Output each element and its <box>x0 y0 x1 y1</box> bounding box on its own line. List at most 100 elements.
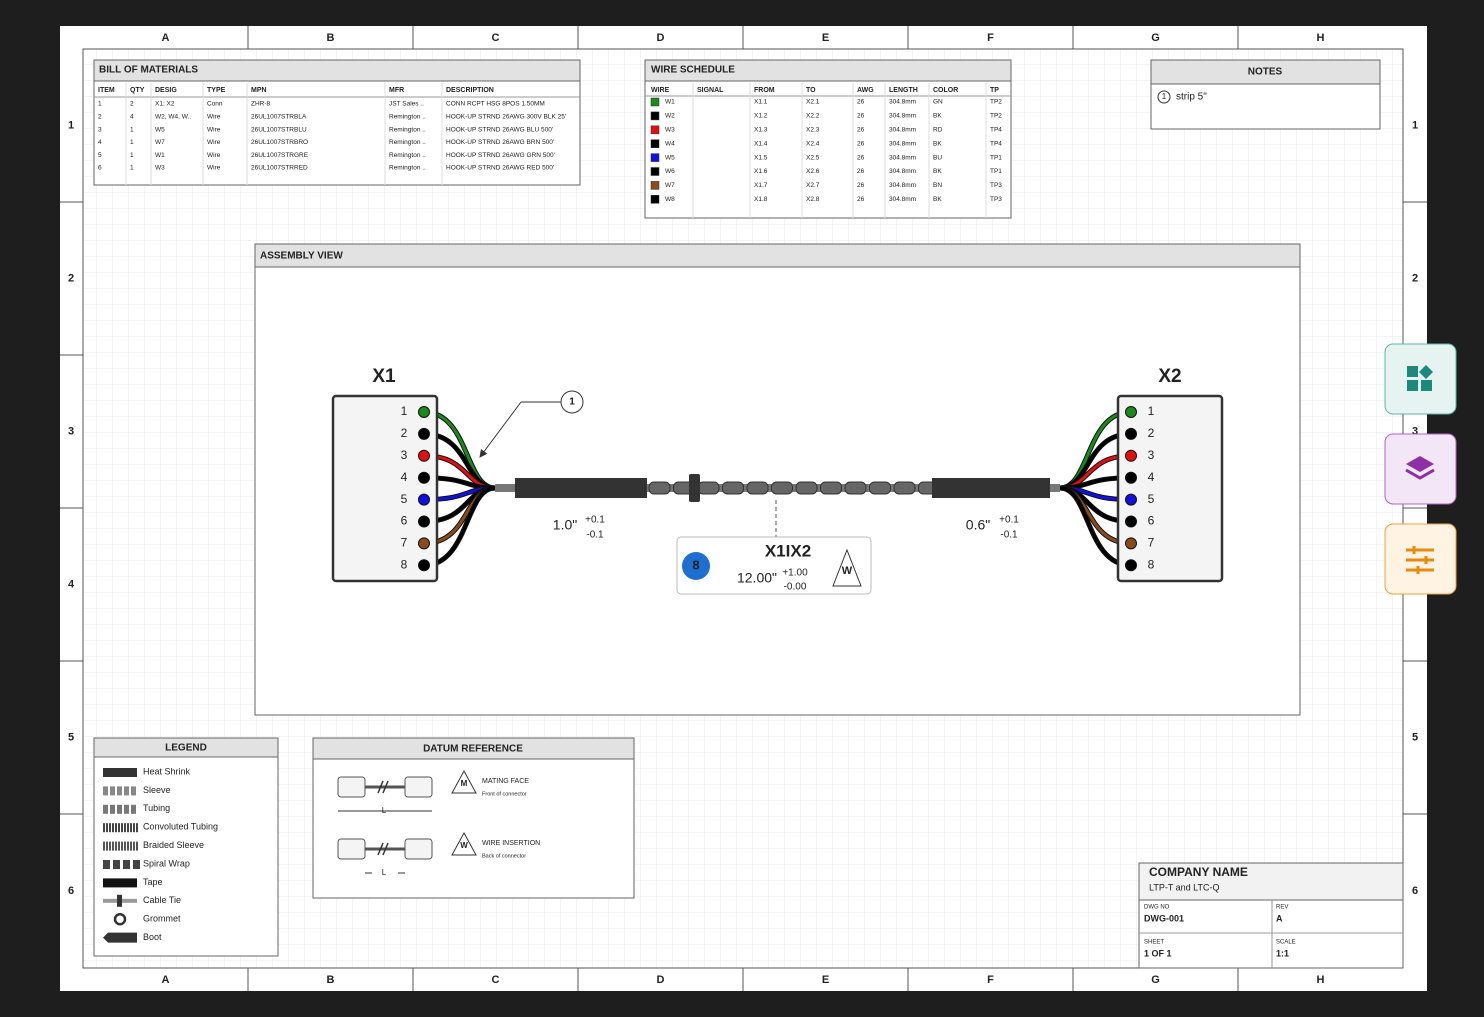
label: B <box>327 974 335 986</box>
settings-button[interactable] <box>1384 523 1457 595</box>
label: X2.7 <box>806 182 820 189</box>
label: Wire <box>207 165 221 172</box>
label: 8 <box>401 557 408 571</box>
label: +0.1 <box>999 515 1019 526</box>
pin <box>418 471 430 484</box>
label: BK <box>933 140 942 147</box>
label: 2 <box>401 426 408 440</box>
label: 26 <box>857 140 865 147</box>
label: TP3 <box>990 182 1002 189</box>
icon <box>103 860 110 869</box>
label: HOOK-UP STRND 26AWG RED 500' <box>446 165 554 172</box>
label: 304.8mm <box>889 196 916 203</box>
label: 3 <box>1412 425 1418 437</box>
label: X1.8 <box>754 196 768 203</box>
components-button[interactable] <box>1384 343 1457 415</box>
label: 3 <box>98 126 102 133</box>
label: BK <box>933 113 942 120</box>
notes-title-bar <box>1150 59 1381 85</box>
icon <box>106 823 108 833</box>
spiral-wrap <box>697 481 720 495</box>
pin <box>418 493 430 506</box>
label: Conn <box>207 101 223 108</box>
wire-swatch <box>650 125 660 135</box>
label: 3 <box>401 448 408 462</box>
label: 2 <box>1148 426 1155 440</box>
pin <box>1125 406 1137 418</box>
icon <box>127 823 129 833</box>
spiral-wrap <box>893 481 916 495</box>
label: 304.8mm <box>889 154 916 161</box>
wire-swatch <box>650 139 660 148</box>
label: 304.8mm <box>889 127 916 134</box>
label: A <box>162 32 170 44</box>
pin <box>1125 559 1137 572</box>
label: X2.3 <box>806 127 820 134</box>
label: 26UL1007STRGRE <box>251 152 309 159</box>
label: 1 <box>1412 119 1418 131</box>
label: 26 <box>857 168 865 175</box>
label: 1 <box>130 126 134 133</box>
icon <box>127 841 129 851</box>
label: 5 <box>1148 492 1155 506</box>
bom-title-bar <box>93 59 581 82</box>
icon <box>131 786 136 796</box>
icon <box>103 878 137 888</box>
label: X2 <box>1158 366 1181 387</box>
label: D <box>657 32 665 44</box>
legend-title-bar <box>93 737 279 758</box>
label: X2.2 <box>806 113 820 120</box>
connector <box>1116 394 1224 583</box>
label: 4 <box>401 470 408 484</box>
icon <box>124 841 126 851</box>
label: LEGEND <box>165 743 207 754</box>
label: Front of connector <box>482 791 527 797</box>
label: Remington .. <box>389 139 426 146</box>
icon <box>103 932 137 943</box>
label: 6 <box>1412 885 1418 897</box>
label: 1 <box>1148 404 1155 418</box>
label: Spiral Wrap <box>143 858 190 868</box>
label: Heat Shrink <box>143 766 191 776</box>
label: W <box>460 841 468 850</box>
label: 26 <box>857 113 865 120</box>
label: GN <box>933 99 943 106</box>
label: NOTES <box>1248 67 1283 78</box>
label: 6 <box>401 514 408 528</box>
pin <box>418 537 430 550</box>
icon <box>109 841 111 851</box>
conn-sketch <box>337 776 366 798</box>
label: SIGNAL <box>697 87 724 94</box>
label: ITEM <box>98 87 115 94</box>
label: FROM <box>754 87 775 94</box>
label: TYPE <box>207 87 226 94</box>
label: 1 <box>68 119 74 131</box>
label: X1 <box>372 366 396 387</box>
label: C <box>492 32 500 44</box>
cable-label <box>676 536 872 595</box>
label: W6 <box>665 168 675 175</box>
label: 6 <box>68 885 74 897</box>
spiral-wrap <box>722 481 744 495</box>
layers-button[interactable] <box>1384 433 1457 505</box>
label: 5 <box>401 492 408 506</box>
label: 26 <box>857 182 865 189</box>
label: MATING FACE <box>482 778 529 785</box>
datum-triangle <box>451 831 477 856</box>
label: A <box>1276 913 1283 923</box>
pin <box>1125 449 1137 462</box>
label: SHEET <box>1144 940 1164 946</box>
label: BK <box>933 168 942 175</box>
label: DATUM REFERENCE <box>423 744 523 755</box>
pin <box>418 427 430 440</box>
label: 26UL1007STRRED <box>251 165 308 172</box>
label: Remington .. <box>389 165 426 172</box>
label: X1.6 <box>754 168 768 175</box>
label: 6 <box>98 165 102 172</box>
icon <box>131 804 136 814</box>
pin <box>418 559 430 572</box>
spiral-wrap <box>746 481 769 495</box>
label: 2 <box>1412 272 1418 284</box>
label: Wire <box>207 126 221 133</box>
label: DWG-001 <box>1144 913 1184 923</box>
